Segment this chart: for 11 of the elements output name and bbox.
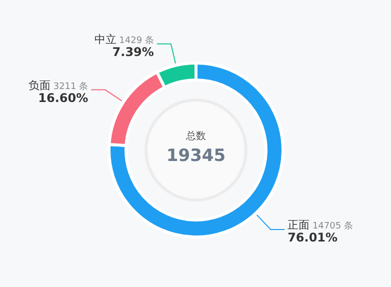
slice-label: 正面	[288, 218, 310, 232]
text: 76.01%	[288, 230, 338, 244]
data-label: 14705 条	[310, 220, 353, 232]
data-label: 3211 条	[50, 80, 88, 92]
text: 19345	[166, 146, 226, 166]
data-label: 1429 条	[116, 34, 154, 46]
text: 7.39%	[112, 44, 154, 59]
slice-label: 负面	[28, 78, 50, 92]
text: 16.60%	[38, 90, 88, 105]
slice-label: 中立	[94, 32, 116, 46]
text: 总数	[185, 130, 206, 142]
